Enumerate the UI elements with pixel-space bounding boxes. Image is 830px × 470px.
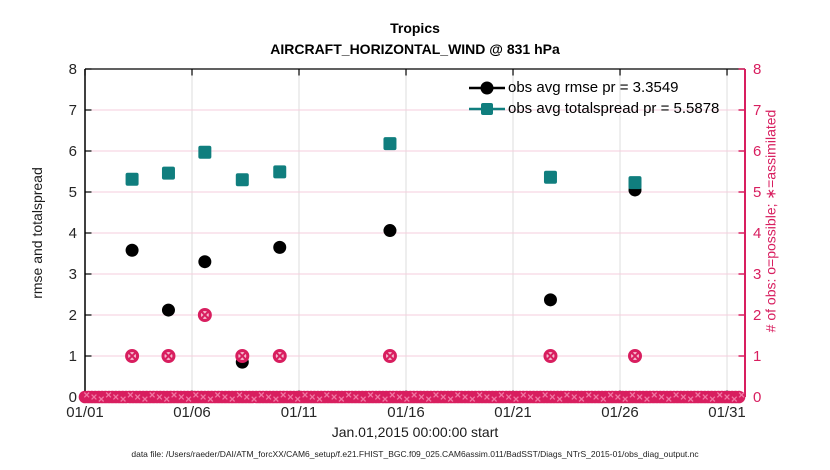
right-y-tick-label: 4 — [753, 225, 761, 242]
rmse-data-point — [543, 293, 557, 307]
totalspread-legend-marker-icon — [469, 102, 505, 115]
plot-subtitle: AIRCRAFT_HORIZONTAL_WIND @ 831 hPa — [270, 41, 560, 57]
rmse-data-point — [161, 303, 175, 317]
left-y-tick-label: 3 — [69, 266, 77, 283]
x-tick-label: 01/16 — [387, 404, 425, 421]
totalspread-data-point — [235, 173, 249, 187]
right-y-tick-label: 7 — [753, 102, 761, 119]
rmse-data-point — [198, 255, 212, 269]
right-y-tick-label: 6 — [753, 143, 761, 160]
left-y-tick-label: 1 — [69, 348, 77, 365]
x-axis-label: Jan.01,2015 00:00:00 start — [331, 424, 499, 440]
totalspread-data-point — [125, 172, 139, 186]
legend-label: obs avg rmse pr = 3.3549 — [508, 79, 679, 96]
left-y-tick-label: 6 — [69, 143, 77, 160]
left-y-tick-label: 2 — [69, 307, 77, 324]
legend-item-totalspread: obs avg totalspread pr = 5.5878 — [468, 98, 719, 119]
plot-title: Tropics — [390, 20, 440, 36]
x-tick-label: 01/06 — [173, 404, 211, 421]
left-y-axis-label: rmse and totalspread — [29, 167, 45, 299]
x-tick-label: 01/11 — [281, 404, 317, 421]
data-file-caption: data file: /Users/raeder/DAI/ATM_forcXX/… — [131, 449, 699, 459]
totalspread-data-point — [273, 165, 287, 179]
rmse-data-point — [125, 243, 139, 257]
x-tick-label: 01/21 — [494, 404, 532, 421]
totalspread-data-point — [628, 176, 642, 190]
left-y-tick-label: 7 — [69, 102, 77, 119]
x-tick-label: 01/31 — [708, 404, 746, 421]
right-y-tick-label: 1 — [753, 348, 761, 365]
right-y-axis-label: # of obs: o=possible; ∗=assimilated — [762, 109, 779, 333]
series-rmse — [125, 183, 642, 369]
rmse-data-point — [383, 224, 397, 238]
rmse-data-point — [273, 240, 287, 254]
x-tick-label: 01/26 — [601, 404, 639, 421]
left-y-tick-label: 4 — [69, 225, 77, 242]
totalspread-data-point — [383, 137, 397, 151]
series-obs-count — [125, 308, 642, 363]
right-y-tick-label: 0 — [753, 389, 761, 406]
x-tick-label: 01/01 — [66, 404, 104, 421]
right-y-tick-label: 5 — [753, 184, 761, 201]
series-totalspread — [125, 137, 642, 190]
rmse-legend-marker-icon — [469, 81, 505, 94]
right-y-tick-label: 8 — [753, 61, 761, 78]
totalspread-data-point — [543, 170, 557, 184]
legend: obs avg rmse pr = 3.3549 obs avg totalspr… — [468, 77, 719, 119]
totalspread-data-point — [161, 166, 175, 180]
obs-count-zero-band — [78, 390, 746, 404]
gridlines — [85, 69, 745, 397]
right-y-tick-label: 3 — [753, 266, 761, 283]
left-y-tick-label: 8 — [69, 61, 77, 78]
legend-label: obs avg totalspread pr = 5.5878 — [508, 100, 720, 117]
right-y-tick-label: 2 — [753, 307, 761, 324]
left-y-tick-label: 5 — [69, 184, 77, 201]
left-y-tick-label: 0 — [69, 389, 77, 406]
totalspread-data-point — [198, 145, 212, 159]
legend-item-rmse: obs avg rmse pr = 3.3549 — [468, 77, 719, 98]
tick-labels: 01/01 01/06 01/11 01/16 01/21 01/26 01/31 0 0 1 1 2… — [66, 61, 761, 421]
